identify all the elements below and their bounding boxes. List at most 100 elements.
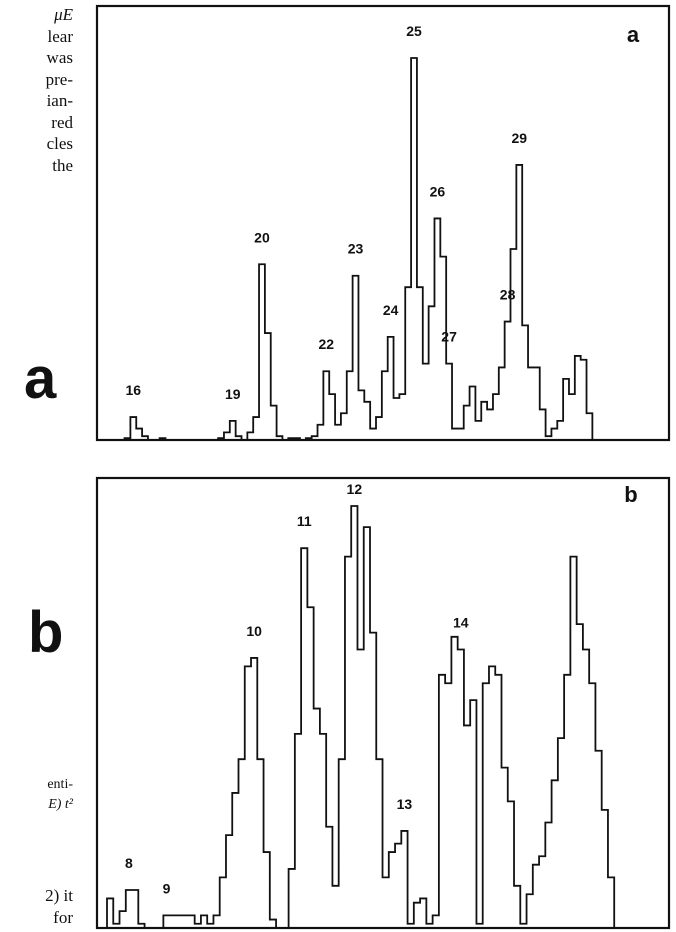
histogram-bin [545, 823, 551, 929]
left-column-bottom-text: 2) it for [0, 885, 73, 928]
histogram-bin [295, 734, 301, 928]
histogram-bin [132, 890, 138, 928]
histogram-bin [253, 417, 259, 440]
histogram-bin [351, 506, 357, 928]
histogram-bin [408, 924, 414, 928]
histogram-bin [207, 924, 213, 928]
histogram-bin [411, 58, 417, 440]
histogram-bin [581, 360, 587, 440]
fragment-line: enti- [47, 777, 73, 792]
histogram-bin [312, 436, 318, 440]
histogram-bin [389, 852, 395, 928]
histogram-bin [142, 436, 148, 440]
histogram-bin [464, 725, 470, 928]
peak-label: 22 [319, 336, 335, 352]
histogram-bin [339, 759, 345, 928]
histogram-bin [376, 417, 382, 440]
fragment-line: red [51, 112, 73, 132]
histogram-bin [265, 333, 271, 440]
histogram-bin [445, 683, 451, 928]
histogram-bin [577, 624, 583, 928]
histogram-bin [270, 920, 276, 928]
peak-label: 19 [225, 386, 241, 402]
histogram-bin [160, 438, 166, 440]
peak-label: 12 [347, 481, 363, 497]
histogram-bin [388, 337, 394, 440]
histogram-bin [236, 436, 242, 440]
histogram-bin [277, 436, 283, 440]
fragment-line: was [46, 48, 73, 67]
histogram-bin [326, 827, 332, 928]
histogram-bin [170, 915, 176, 928]
peak-label: 20 [254, 229, 270, 245]
histogram-bin [587, 413, 593, 440]
peak-label: 24 [383, 302, 399, 318]
histogram-bin [405, 287, 411, 440]
histogram-bin [417, 287, 423, 440]
fragment-line: 2) it [45, 886, 73, 905]
histogram-bin [540, 409, 546, 440]
histogram-bin [483, 683, 489, 928]
histogram-bin [551, 429, 557, 440]
histogram-bin [489, 666, 495, 928]
histogram-bin [589, 683, 595, 928]
histogram-bin [552, 780, 558, 928]
histogram-bin [288, 438, 294, 440]
histogram-bin [414, 903, 420, 928]
histogram-series [107, 57, 645, 441]
histogram-bin [595, 751, 601, 928]
fragment-mu-e: μE [54, 5, 73, 24]
histogram-bin [224, 432, 230, 440]
peak-label: 10 [246, 623, 262, 639]
histogram-bin [195, 924, 201, 928]
histogram-bin [125, 438, 131, 440]
histogram-bin [271, 406, 277, 440]
histogram-bin [107, 898, 113, 928]
histogram-bin [120, 911, 126, 928]
histogram-bin [464, 406, 470, 440]
histogram-bin [514, 886, 520, 928]
fragment-line: ian- [46, 91, 73, 110]
histogram-bin [176, 915, 182, 928]
histogram-bin [329, 394, 335, 440]
histogram-bin [458, 649, 464, 928]
histogram-a-svg: 16 19 20 22 23 24 25 26 27 28 29 a [95, 4, 671, 442]
histogram-bin [458, 429, 464, 440]
histogram-bin [307, 607, 313, 928]
histogram-bin [520, 924, 526, 928]
histogram-bin [136, 429, 142, 440]
histogram-bin [487, 409, 493, 440]
histogram-bin [505, 322, 511, 440]
peak-label: 25 [406, 23, 422, 39]
histogram-bin [323, 371, 329, 440]
peak-label: 8 [125, 855, 133, 871]
histogram-bin [294, 438, 300, 440]
histogram-bin [163, 915, 169, 928]
histogram-bin [570, 557, 576, 928]
histogram-bin [382, 371, 388, 440]
histogram-bin [301, 548, 307, 928]
peak-label: 29 [511, 130, 527, 146]
histogram-bin [399, 394, 405, 440]
histogram-bin [259, 264, 265, 440]
histogram-bin [470, 700, 476, 928]
histogram-bin [251, 658, 257, 928]
histogram-bin [608, 877, 614, 928]
side-letter-b: b [28, 600, 64, 665]
peak-label: 11 [297, 513, 312, 529]
panel-label: b [624, 482, 637, 507]
histogram-bin [534, 367, 540, 440]
histogram-bin [347, 371, 353, 440]
histogram-bin [138, 924, 144, 928]
histogram-bin [475, 421, 481, 440]
fragment-line: for [53, 907, 73, 927]
histogram-bin [264, 852, 270, 928]
histogram-bin [499, 367, 505, 440]
panel-label: a [627, 22, 640, 47]
histogram-bin [495, 675, 501, 928]
histogram-b-svg: 8 9 10 11 12 13 14 b [95, 476, 671, 930]
histogram-series [106, 505, 633, 929]
histogram-bin [126, 890, 132, 928]
histogram-bin [539, 856, 545, 928]
histogram-bin [395, 844, 401, 928]
